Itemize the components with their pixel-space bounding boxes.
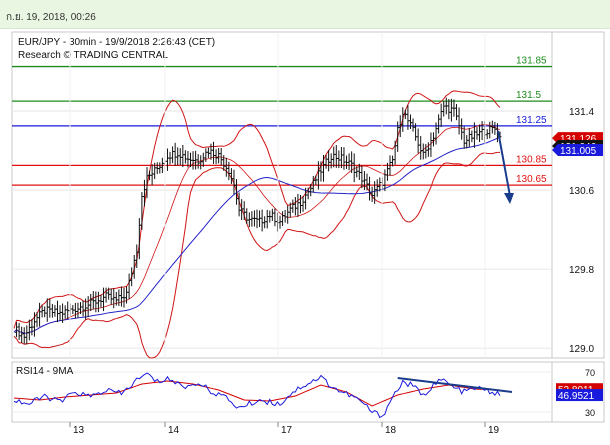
price-tag-box bbox=[552, 144, 603, 157]
rsi-trendline bbox=[397, 377, 513, 393]
indicator-tick-label: 70 bbox=[585, 368, 595, 378]
bollinger-upper bbox=[13, 90, 501, 329]
price-tag-label: 131.005 bbox=[560, 146, 597, 157]
chart-title: EUR/JPY - 30min - 19/9/2018 2:26:43 (CET… bbox=[18, 37, 215, 48]
indicator-tag-label: 46.9521 bbox=[558, 391, 595, 402]
price-tick-label: 129.0 bbox=[569, 344, 594, 355]
rsi-indicator: 307052.801146.9521 bbox=[12, 368, 603, 419]
time-tick-label: 14 bbox=[168, 425, 180, 436]
top-status-bar: ก.ย. 19, 2018, 00:26 bbox=[0, 0, 610, 29]
time-tick-label: 18 bbox=[385, 425, 397, 436]
bollinger-mid bbox=[13, 124, 501, 334]
time-tick-label: 17 bbox=[281, 425, 293, 436]
support-resistance-levels: 131.85 131.5 131.25 130.85 130.65 bbox=[12, 56, 552, 186]
price-tick-label: 129.8 bbox=[569, 265, 594, 276]
price-tag-label: 131.126 bbox=[560, 134, 597, 145]
level-label: 131.25 bbox=[516, 115, 547, 126]
indicator-panel bbox=[11, 361, 553, 423]
bollinger-bands bbox=[13, 90, 501, 359]
price-tick-label: 130.6 bbox=[569, 186, 594, 197]
time-axis: 13 14 17 18 19 bbox=[69, 32, 500, 436]
price-tick-label: 131.4 bbox=[569, 107, 594, 118]
level-label: 131.5 bbox=[516, 90, 541, 101]
level-label: 131.85 bbox=[516, 56, 547, 67]
indicator-label: RSI14 - 9MA bbox=[16, 366, 74, 377]
projection-arrow-shaft bbox=[497, 130, 511, 197]
rsi-line bbox=[13, 372, 501, 419]
level-label: 130.85 bbox=[516, 154, 547, 165]
indicator-tick-label: 30 bbox=[585, 408, 595, 418]
price-panel bbox=[11, 31, 553, 359]
time-tick-label: 19 bbox=[488, 425, 500, 436]
level-label: 130.65 bbox=[516, 174, 547, 185]
time-tick-label: 13 bbox=[73, 425, 85, 436]
projection-arrow-head bbox=[504, 193, 514, 205]
moving-average-line bbox=[13, 136, 501, 334]
timestamp-label: ก.ย. 19, 2018, 00:26 bbox=[6, 12, 96, 23]
price-axis-ticks: 129.0 129.8 130.6 131.4 bbox=[569, 107, 594, 355]
indicator-tag-box bbox=[556, 389, 603, 402]
chart-subtitle: Research © TRADING CENTRAL bbox=[18, 50, 168, 61]
price-bars bbox=[15, 97, 502, 345]
price-axis-panel bbox=[551, 31, 605, 359]
bollinger-lower bbox=[13, 151, 501, 359]
projection-arrow bbox=[497, 130, 514, 205]
